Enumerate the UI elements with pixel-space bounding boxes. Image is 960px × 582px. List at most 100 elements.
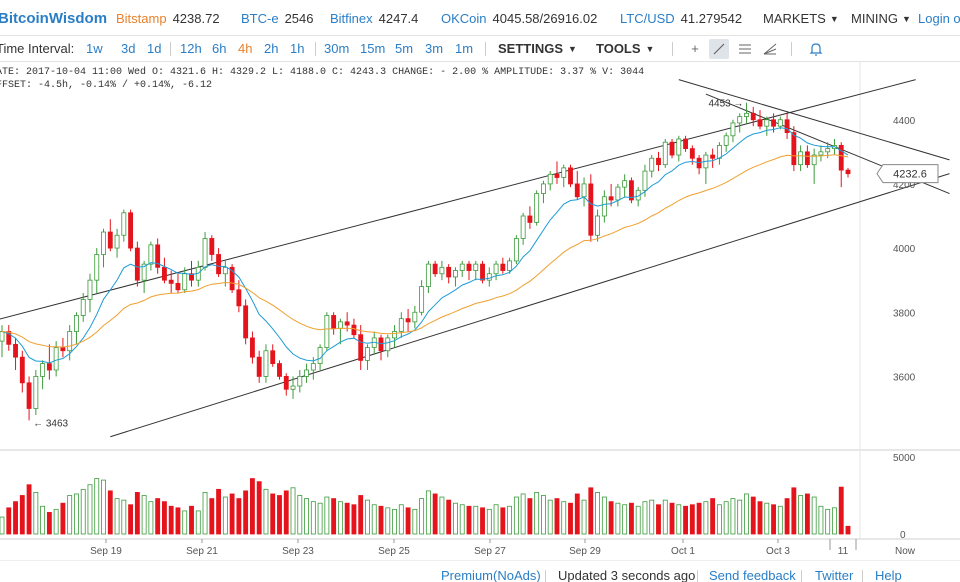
ticker-ltcusd[interactable]: LTC/USD 41.279542 <box>620 11 743 26</box>
volume-bar <box>216 488 222 535</box>
volume-bar <box>189 505 194 535</box>
volume-bar <box>561 501 567 535</box>
ticker-bitstamp[interactable]: Bitstamp 4238.72 <box>116 11 220 26</box>
time-tick-label: 11 <box>838 546 849 557</box>
candle-body <box>74 315 79 332</box>
time-tick-label: Sep 25 <box>378 546 410 557</box>
candle-body <box>507 260 513 271</box>
candle-body <box>459 263 465 271</box>
candle-body <box>561 167 567 178</box>
ticker-okcoin[interactable]: OKCoin 4045.58/26916.02 <box>441 11 598 26</box>
volume-bar <box>798 495 804 535</box>
candle-body <box>26 382 32 409</box>
candle-body <box>710 154 716 159</box>
candle-body <box>500 263 506 271</box>
interval-1m[interactable]: 1m <box>455 41 474 56</box>
ticker-btce[interactable]: BTC-e 2546 <box>241 11 314 26</box>
feedback-link[interactable]: Send feedback <box>709 568 796 582</box>
interval-1d[interactable]: 1d <box>147 41 162 56</box>
trendlines <box>0 79 950 438</box>
price-tick-label: 4200 <box>893 180 916 191</box>
interval-30m[interactable]: 30m <box>324 41 350 56</box>
site-logo[interactable]: BitcoinWisdom <box>0 10 108 27</box>
candle-body <box>480 263 485 281</box>
candle-body <box>439 266 445 275</box>
interval-12h[interactable]: 12h <box>180 41 202 56</box>
markets-menu[interactable]: MARKETS ▼ <box>763 11 839 26</box>
candle-body <box>67 331 73 352</box>
candle-body <box>804 151 810 166</box>
volume-bar <box>811 496 817 535</box>
volume-bar <box>398 504 404 535</box>
volume-bar <box>256 481 262 535</box>
interval-1w[interactable]: 1w <box>86 41 103 56</box>
candle-body <box>134 247 140 281</box>
volume-bar <box>365 499 370 535</box>
volume-bar <box>40 505 46 535</box>
mining-menu[interactable]: MINING ▼ <box>851 11 911 26</box>
candle-body <box>128 212 134 249</box>
chart-annotations: 4453 → ← 3463 4232.6 <box>33 99 939 429</box>
interval-1h[interactable]: 1h <box>290 41 305 56</box>
candle-body <box>310 363 316 371</box>
help-link[interactable]: Help <box>875 568 902 582</box>
volume-bar <box>26 484 32 535</box>
time-axis: Sep 19 Sep 21 Sep 23 Sep 25 Sep 27 Sep 29 Oct … <box>90 539 916 557</box>
candle-body <box>344 321 350 326</box>
candle-body <box>243 305 249 339</box>
volume-bar <box>581 499 587 535</box>
ticker-bitfinex[interactable]: Bitfinex 4247.4 <box>330 11 419 26</box>
volume-bar <box>175 507 181 535</box>
candle-body <box>263 350 269 377</box>
login-link[interactable]: Login or <box>918 11 960 26</box>
interval-5m[interactable]: 5m <box>395 41 414 56</box>
volume-bar <box>53 508 59 535</box>
toolbar-divider <box>791 42 792 56</box>
volume-bar <box>358 495 364 535</box>
volume-bar <box>642 501 648 535</box>
candle-body <box>297 376 303 387</box>
settings-menu[interactable]: SETTINGS ▼ <box>498 41 577 56</box>
tools-menu[interactable]: TOOLS ▼ <box>596 41 655 56</box>
volume-bar <box>446 499 452 535</box>
interval-4h[interactable]: 4h <box>238 41 253 56</box>
interval-2h[interactable]: 2h <box>264 41 279 56</box>
toolbar-divider <box>485 42 486 56</box>
candle-body <box>432 263 438 275</box>
candle-body <box>771 119 776 127</box>
candle-body <box>107 231 113 249</box>
candle-body <box>53 347 59 371</box>
candle-body <box>148 244 154 265</box>
volume-bar <box>304 498 309 535</box>
trendline-tool-icon[interactable] <box>709 39 729 59</box>
volume-bar <box>432 493 438 535</box>
crosshair-icon[interactable]: + <box>691 41 699 56</box>
candle-body <box>568 167 573 185</box>
premium-link[interactable]: Premium(NoAds) <box>441 568 541 582</box>
bell-icon[interactable] <box>806 39 826 59</box>
time-tick-label: Sep 27 <box>474 546 506 557</box>
volume-bar <box>236 498 242 535</box>
volume-bar <box>290 487 296 535</box>
volume-bar <box>716 504 722 535</box>
volume-bar <box>507 505 513 535</box>
volume-bar <box>392 508 397 535</box>
twitter-link[interactable]: Twitter <box>815 568 854 582</box>
candle-body <box>513 238 519 262</box>
top-bar: BitcoinWisdom Bitstamp 4238.72 BTC-e 2546 … <box>0 0 960 36</box>
interval-15m[interactable]: 15m <box>360 41 386 56</box>
fan-tool-icon[interactable] <box>760 39 780 59</box>
interval-6h[interactable]: 6h <box>212 41 227 56</box>
high-price-label: 4453 → <box>708 99 743 110</box>
interval-3m[interactable]: 3m <box>425 41 444 56</box>
candle-body <box>6 331 12 345</box>
chart-toolbar: Time Interval: 1w 3d 1d 12h 6h 4h 2h 1h … <box>0 36 960 62</box>
candle-body <box>683 138 688 150</box>
volume-bar <box>310 501 316 535</box>
horizontal-lines-icon[interactable] <box>735 39 755 59</box>
interval-3d[interactable]: 3d <box>121 41 136 56</box>
volume-bar <box>331 498 337 535</box>
chevron-down-icon: ▼ <box>645 44 655 54</box>
candle-body <box>94 254 100 281</box>
